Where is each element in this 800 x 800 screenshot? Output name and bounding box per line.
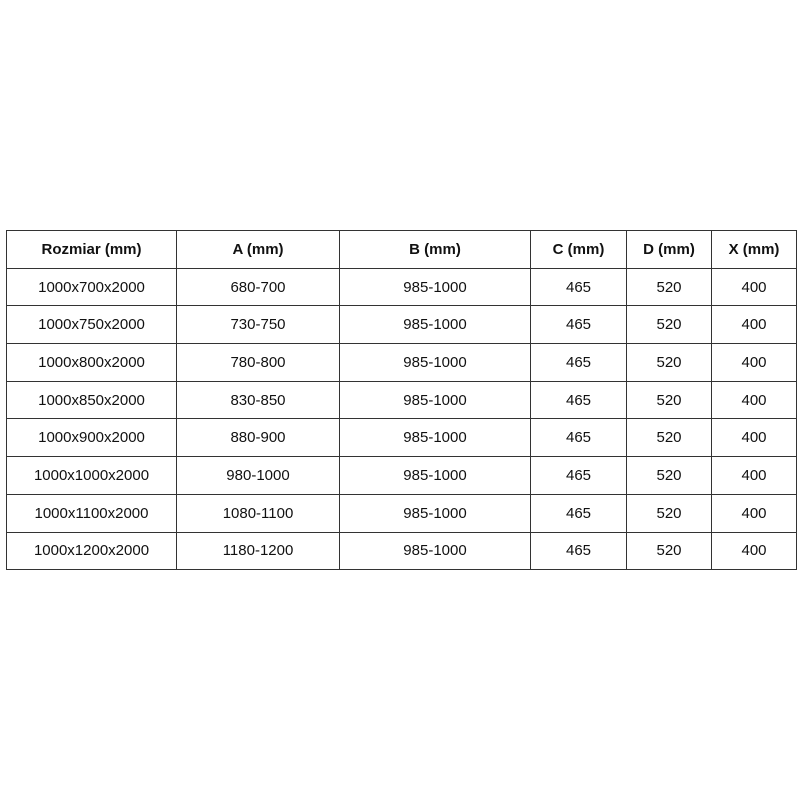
table-cell: 1000x850x2000 xyxy=(6,380,177,420)
table-row: 1000x800x2000 780-800 985-1000 465 520 400 xyxy=(6,343,797,382)
table-cell: 465 xyxy=(530,380,627,420)
table-cell: 985-1000 xyxy=(339,343,531,382)
table-cell: 400 xyxy=(711,418,797,458)
header-row: Rozmiar (mm) A (mm) B (mm) C (mm) D (mm) X (m… xyxy=(6,230,797,269)
table-cell: 400 xyxy=(711,343,797,382)
table-cell: 730-750 xyxy=(176,305,340,345)
table-cell: 985-1000 xyxy=(339,305,531,345)
table-cell: 465 xyxy=(530,456,627,495)
table-cell: 1000x700x2000 xyxy=(6,267,177,307)
table-cell: 1000x1100x2000 xyxy=(6,493,177,533)
table-cell: 465 xyxy=(530,418,627,458)
table-cell: 520 xyxy=(626,267,712,307)
table-cell: 400 xyxy=(711,531,797,571)
table-cell: 520 xyxy=(626,493,712,533)
table-row: 1000x1100x2000 1080-1100 985-1000 465 520 400 xyxy=(6,493,797,533)
table-cell: 680-700 xyxy=(176,267,340,307)
table-row: 1000x750x2000 730-750 985-1000 465 520 400 xyxy=(6,305,797,345)
table-cell: 400 xyxy=(711,456,797,495)
table-cell: 400 xyxy=(711,267,797,307)
table-cell: 1000x750x2000 xyxy=(6,305,177,345)
table-cell: 400 xyxy=(711,305,797,345)
column-header: C (mm) xyxy=(530,230,627,269)
table-cell: 985-1000 xyxy=(339,267,531,307)
table-cell: 880-900 xyxy=(176,418,340,458)
column-header: B (mm) xyxy=(339,230,531,269)
table-cell: 520 xyxy=(626,456,712,495)
table-cell: 465 xyxy=(530,343,627,382)
table-cell: 985-1000 xyxy=(339,380,531,420)
table-cell: 465 xyxy=(530,531,627,571)
table-cell: 1180-1200 xyxy=(176,531,340,571)
column-header: A (mm) xyxy=(176,230,340,269)
table-row: 1000x1000x2000 980-1000 985-1000 465 520 400 xyxy=(6,456,797,495)
table-row: 1000x700x2000 680-700 985-1000 465 520 400 xyxy=(6,267,797,307)
table-cell: 400 xyxy=(711,493,797,533)
table-cell: 465 xyxy=(530,493,627,533)
table-cell: 520 xyxy=(626,418,712,458)
table-cell: 465 xyxy=(530,305,627,345)
table-cell: 985-1000 xyxy=(339,456,531,495)
table-cell: 400 xyxy=(711,380,797,420)
dimensions-table: Rozmiar (mm) A (mm) B (mm) C (mm) D (mm) X (m… xyxy=(6,230,797,571)
table-cell: 1000x900x2000 xyxy=(6,418,177,458)
column-header: D (mm) xyxy=(626,230,712,269)
table-cell: 465 xyxy=(530,267,627,307)
table-cell: 520 xyxy=(626,531,712,571)
table-cell: 520 xyxy=(626,305,712,345)
table-cell: 1080-1100 xyxy=(176,493,340,533)
table-cell: 1000x800x2000 xyxy=(6,343,177,382)
table-row: 1000x900x2000 880-900 985-1000 465 520 400 xyxy=(6,418,797,458)
table-cell: 830-850 xyxy=(176,380,340,420)
table-cell: 985-1000 xyxy=(339,531,531,571)
column-header: Rozmiar (mm) xyxy=(6,230,177,269)
table-cell: 985-1000 xyxy=(339,493,531,533)
table-cell: 780-800 xyxy=(176,343,340,382)
table-cell: 980-1000 xyxy=(176,456,340,495)
table-row: 1000x850x2000 830-850 985-1000 465 520 400 xyxy=(6,380,797,420)
table-cell: 1000x1200x2000 xyxy=(6,531,177,571)
table-cell: 1000x1000x2000 xyxy=(6,456,177,495)
table-row: 1000x1200x2000 1180-1200 985-1000 465 520 400 xyxy=(6,531,797,571)
table-cell: 985-1000 xyxy=(339,418,531,458)
column-header: X (mm) xyxy=(711,230,797,269)
table-cell: 520 xyxy=(626,380,712,420)
table-cell: 520 xyxy=(626,343,712,382)
